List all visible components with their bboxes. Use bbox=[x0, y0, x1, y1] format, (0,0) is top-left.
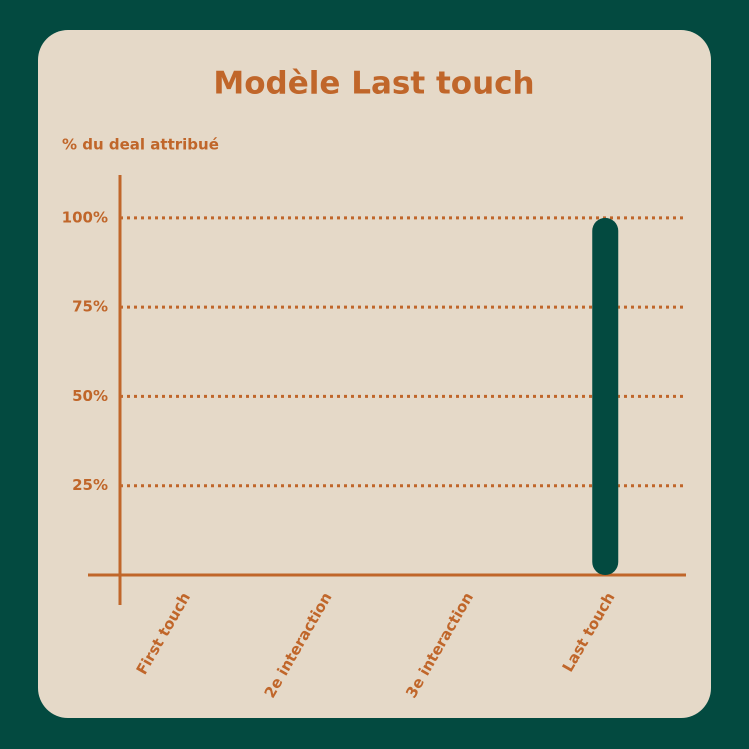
y-tick-label: 75% bbox=[72, 298, 108, 316]
chart-title: Modèle Last touch bbox=[213, 66, 534, 102]
y-tick-label: 25% bbox=[72, 476, 108, 494]
y-tick-label: 50% bbox=[72, 387, 108, 405]
y-axis-label: % du deal attribué bbox=[62, 136, 219, 154]
y-tick-label: 100% bbox=[62, 208, 108, 226]
card bbox=[38, 30, 711, 718]
bar bbox=[592, 217, 619, 575]
